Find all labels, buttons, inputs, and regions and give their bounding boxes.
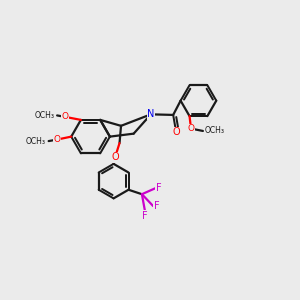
Text: OCH₃: OCH₃ bbox=[204, 127, 224, 136]
Text: O: O bbox=[53, 135, 61, 144]
Text: F: F bbox=[156, 183, 162, 193]
Text: N: N bbox=[147, 109, 155, 119]
Text: O: O bbox=[62, 112, 69, 122]
Text: F: F bbox=[154, 201, 160, 211]
Text: O: O bbox=[172, 127, 180, 137]
Text: O: O bbox=[111, 152, 119, 162]
Text: OCH₃: OCH₃ bbox=[26, 136, 46, 146]
Text: OCH₃: OCH₃ bbox=[34, 111, 54, 120]
Text: F: F bbox=[142, 211, 148, 221]
Text: O: O bbox=[188, 124, 194, 133]
